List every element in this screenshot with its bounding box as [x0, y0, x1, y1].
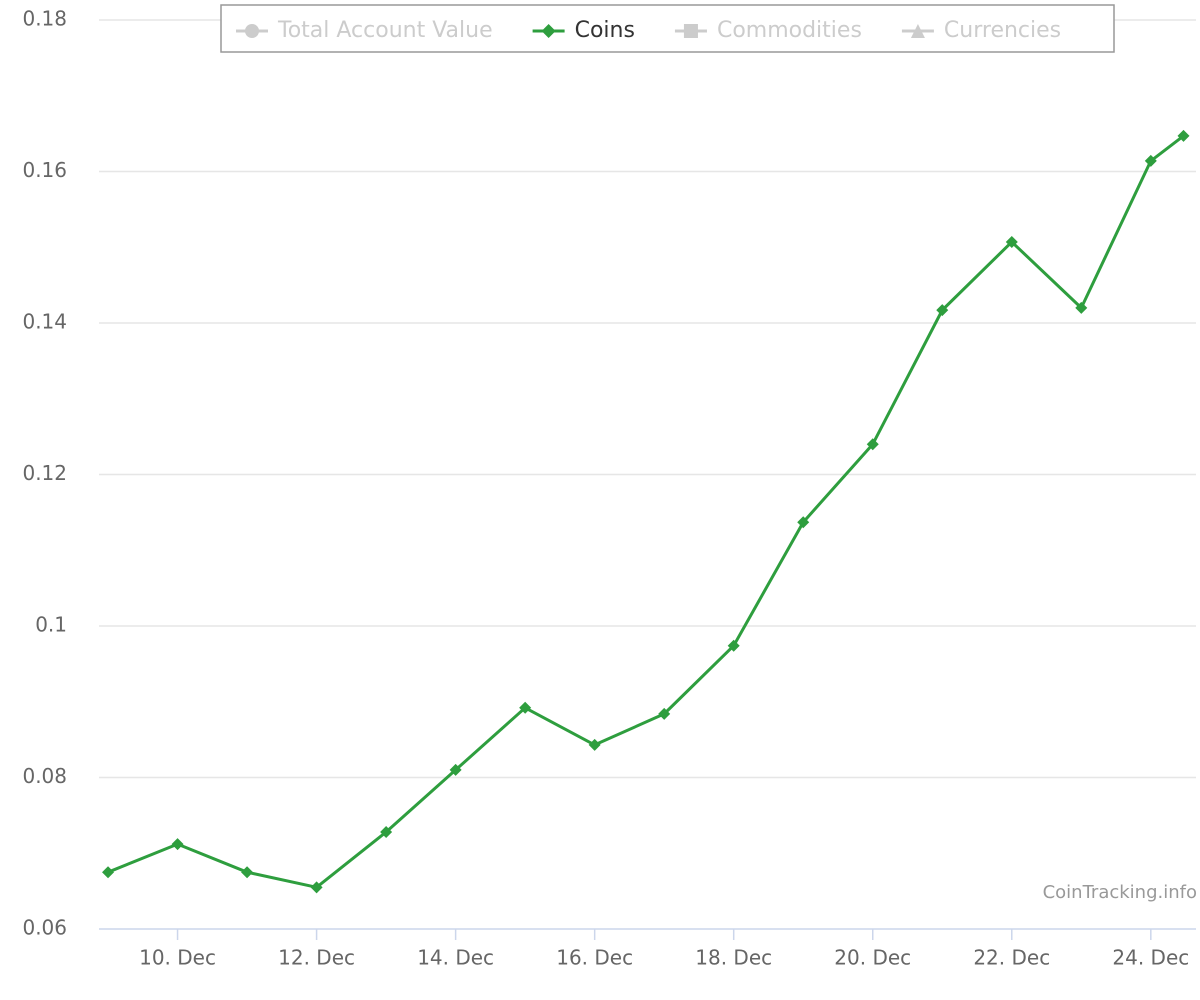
legend-item[interactable]: Coins: [532, 18, 635, 43]
data-point: [1075, 301, 1088, 314]
x-tick-label: 10. Dec: [139, 946, 216, 970]
y-tick-label: 0.14: [22, 310, 67, 334]
data-point: [727, 639, 740, 652]
legend-item[interactable]: Total Account Value: [236, 18, 493, 43]
y-tick-label: 0.06: [22, 916, 67, 940]
legend-symbol: [245, 24, 259, 38]
data-point: [380, 826, 393, 839]
x-tick-label: 18. Dec: [695, 946, 772, 970]
data-point: [102, 866, 115, 879]
data-point: [588, 738, 601, 751]
data-point: [1005, 235, 1018, 248]
x-tick-label: 22. Dec: [973, 946, 1050, 970]
legend-symbol: [910, 24, 925, 38]
legend-label: Total Account Value: [277, 18, 493, 43]
data-point: [658, 707, 671, 720]
data-point: [519, 701, 532, 714]
y-tick-label: 0.12: [22, 461, 67, 485]
data-point: [1144, 154, 1157, 167]
data-point: [449, 763, 462, 776]
y-tick-label: 0.1: [35, 613, 67, 637]
legend-label: Coins: [575, 18, 635, 43]
legend-label: Currencies: [944, 18, 1061, 43]
y-tick-label: 0.08: [22, 764, 67, 788]
x-tick-label: 12. Dec: [278, 946, 355, 970]
legend-label: Commodities: [717, 18, 862, 43]
x-tick-label: 16. Dec: [556, 946, 633, 970]
legend: Total Account Value Coins Commodities Curre…: [220, 4, 1115, 53]
data-point: [1177, 129, 1190, 142]
legend-item[interactable]: Commodities: [674, 18, 862, 43]
legend-box: [220, 4, 1115, 53]
data-point: [241, 866, 254, 879]
data-point: [171, 838, 184, 851]
legend-symbol: [683, 24, 698, 38]
legend-item[interactable]: Currencies: [901, 18, 1061, 43]
data-point: [936, 304, 949, 317]
x-tick-label: 24. Dec: [1112, 946, 1189, 970]
x-tick-label: 14. Dec: [417, 946, 494, 970]
x-tick-label: 20. Dec: [834, 946, 911, 970]
data-point: [310, 881, 323, 894]
series-line: [107, 134, 1185, 889]
credit: CoinTracking.info: [1043, 882, 1197, 903]
y-tick-label: 0.18: [22, 7, 67, 31]
y-tick-label: 0.16: [22, 158, 67, 182]
data-point: [797, 516, 810, 529]
data-point: [866, 438, 879, 451]
legend-symbol: [541, 24, 556, 38]
